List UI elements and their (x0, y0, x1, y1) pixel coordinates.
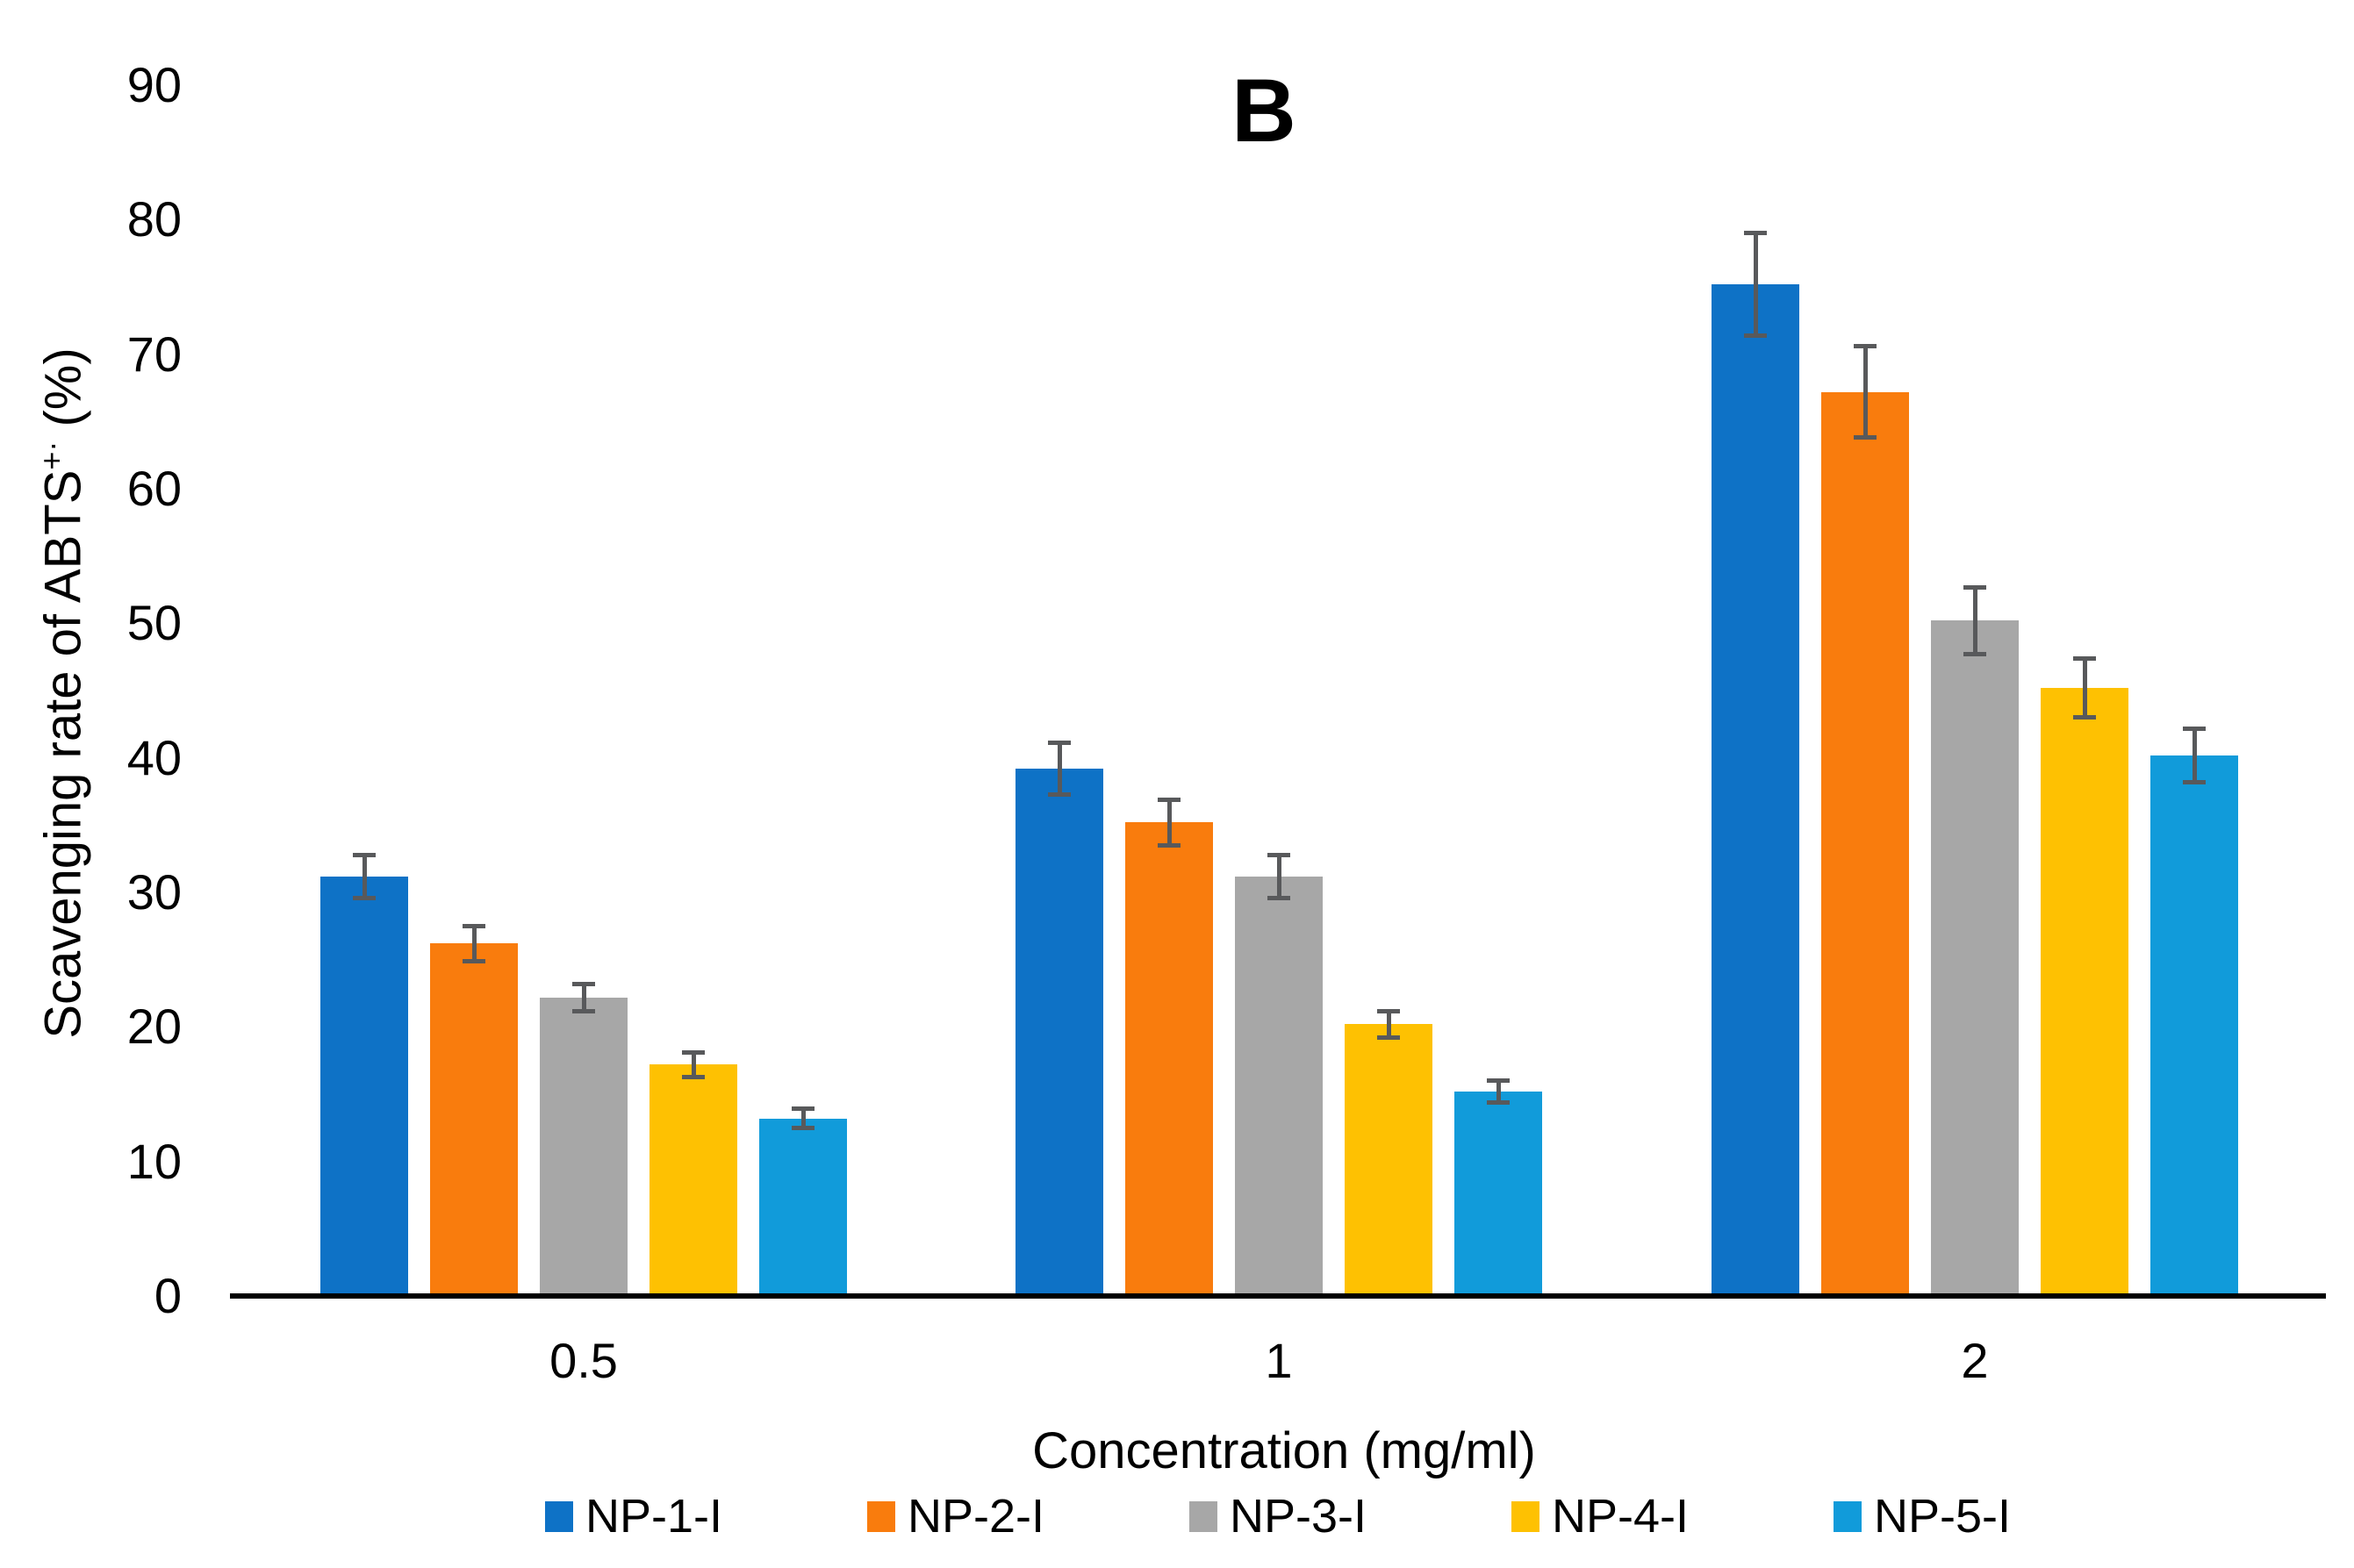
bar-NP-2-I-1 (1125, 822, 1213, 1293)
y-tick-label: 50 (126, 595, 182, 651)
bar-NP-2-I-0.5 (430, 943, 518, 1293)
bar-NP-2-I-2 (1821, 391, 1909, 1293)
error-bar-cap-top (1048, 741, 1071, 746)
bar-NP-1-I-2 (1712, 284, 1799, 1293)
y-tick-label: 40 (126, 729, 182, 785)
y-tick-label: 80 (126, 191, 182, 247)
error-bar-cap-bottom (1158, 842, 1181, 848)
legend-label: NP-1-I (585, 1490, 722, 1543)
error-bar-cap-bottom (353, 895, 376, 900)
error-bar-line (691, 1052, 696, 1078)
error-bar-line (800, 1108, 806, 1128)
bar-NP-3-I-2 (1931, 620, 2019, 1293)
legend-item-NP-2-I: NP-2-I (866, 1490, 1044, 1543)
error-bar-line (1386, 1011, 1391, 1038)
error-bar-cap-bottom (682, 1074, 705, 1079)
legend-label: NP-3-I (1229, 1490, 1367, 1543)
bar-NP-1-I-0.5 (320, 876, 408, 1293)
error-bar-line (1166, 799, 1172, 846)
error-bar-cap-top (1158, 797, 1181, 802)
legend-label: NP-5-I (1874, 1490, 2012, 1543)
error-bar-cap-bottom (1487, 1099, 1510, 1105)
error-bar-cap-bottom (2183, 779, 2206, 784)
error-bar-cap-top (463, 923, 485, 928)
error-bar-cap-bottom (572, 1008, 595, 1013)
bar-NP-5-I-1 (1454, 1092, 1542, 1293)
error-bar-cap-bottom (792, 1125, 815, 1130)
legend-label: NP-4-I (1552, 1490, 1690, 1543)
error-bar-cap-top (353, 852, 376, 857)
error-bar-cap-top (2183, 726, 2206, 731)
legend-item-NP-3-I: NP-3-I (1188, 1490, 1367, 1543)
error-bar-cap-bottom (1377, 1035, 1400, 1041)
error-bar-cap-top (682, 1050, 705, 1056)
legend-label: NP-2-I (907, 1490, 1044, 1543)
legend-item-NP-1-I: NP-1-I (544, 1490, 722, 1543)
chart-title: B (1231, 61, 1296, 161)
bar-NP-5-I-2 (2150, 755, 2238, 1293)
error-bar-line (1276, 855, 1281, 899)
x-axis-title: Concentration (mg/ml) (1032, 1422, 1536, 1479)
bar-NP-3-I-1 (1235, 876, 1323, 1293)
legend-item-NP-5-I: NP-5-I (1834, 1492, 2011, 1541)
y-tick-label: 0 (154, 1268, 182, 1323)
y-tick-label: 30 (126, 864, 182, 920)
error-bar-cap-bottom (1048, 791, 1071, 797)
error-bar-cap-bottom (1744, 333, 1767, 338)
error-bar-line (1496, 1080, 1501, 1103)
error-bar-cap-top (1854, 344, 1877, 349)
error-bar-cap-top (1744, 231, 1767, 236)
x-tick-label: 1 (1265, 1333, 1293, 1388)
error-bar-cap-bottom (463, 958, 485, 963)
bar-NP-5-I-0.5 (759, 1118, 847, 1293)
y-tick-label: 10 (126, 1133, 182, 1189)
error-bar-line (1862, 346, 1868, 438)
error-bar-cap-top (1963, 584, 1986, 590)
y-axis-title: Scavenging rate of ABTS+· (%) (33, 347, 93, 1038)
error-bar-cap-top (2073, 655, 2096, 661)
error-bar-line (1753, 233, 1758, 336)
x-tick-label: 0.5 (549, 1333, 618, 1388)
error-bar-cap-bottom (1854, 435, 1877, 440)
legend-marker-icon (544, 1500, 573, 1532)
error-bar-cap-bottom (1963, 652, 1986, 657)
legend-marker-icon (1511, 1500, 1539, 1532)
y-tick-label: 90 (126, 57, 182, 113)
error-bar-line (2192, 728, 2197, 783)
error-bar-cap-bottom (1267, 895, 1290, 900)
legend-marker-icon (1188, 1500, 1217, 1532)
error-bar-line (1057, 742, 1062, 795)
error-bar-line (2082, 658, 2087, 718)
bar-NP-4-I-2 (2041, 688, 2128, 1293)
error-bar-line (471, 926, 477, 962)
x-tick-label: 2 (1961, 1333, 1989, 1388)
bar-NP-1-I-1 (1016, 769, 1103, 1293)
y-tick-label: 20 (126, 999, 182, 1055)
y-tick-label: 60 (126, 461, 182, 517)
bar-NP-4-I-0.5 (650, 1064, 737, 1293)
error-bar-cap-top (1487, 1078, 1510, 1084)
error-bar-cap-top (572, 981, 595, 986)
y-tick-label: 70 (126, 326, 182, 382)
x-axis-line (230, 1293, 2326, 1299)
error-bar-cap-bottom (2073, 715, 2096, 720)
error-bar-line (581, 984, 586, 1011)
error-bar-line (362, 855, 367, 899)
error-bar-cap-top (1267, 852, 1290, 857)
legend-marker-icon (1834, 1500, 1862, 1532)
error-bar-cap-top (792, 1106, 815, 1112)
legend-marker-icon (866, 1500, 895, 1532)
legend: NP-1-I NP-2-I NP-3-I NP-4-I NP-5-I (230, 1492, 2326, 1541)
bar-NP-4-I-1 (1345, 1024, 1432, 1293)
legend-item-NP-4-I: NP-4-I (1511, 1492, 1689, 1541)
error-bar-cap-top (1377, 1008, 1400, 1013)
bar-NP-3-I-0.5 (540, 997, 628, 1293)
error-bar-line (1972, 587, 1977, 655)
